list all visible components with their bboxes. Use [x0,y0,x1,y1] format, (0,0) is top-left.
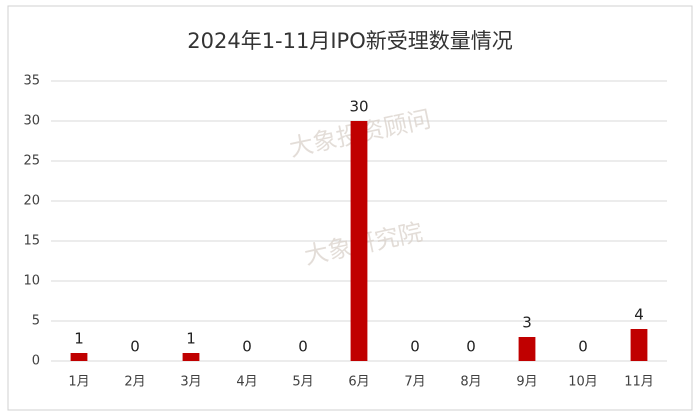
y-tick-label: 25 [23,154,40,169]
bar [182,353,200,361]
data-label: 0 [242,338,252,356]
bar [630,329,648,361]
x-tick-label: 7月 [404,375,425,390]
data-label: 1 [74,330,84,348]
x-tick-label: 10月 [568,375,598,390]
x-tick-label: 9月 [516,375,537,390]
data-label: 0 [410,338,420,356]
data-label: 1 [186,330,196,348]
x-tick-label: 3月 [180,375,201,390]
data-label: 3 [522,314,532,332]
x-tick-label: 5月 [292,375,313,390]
x-tick-label: 1月 [68,375,89,390]
chart-frame [7,5,693,411]
y-tick-label: 10 [23,274,40,289]
data-label: 30 [349,98,368,116]
bar [70,353,88,361]
data-label: 0 [298,338,308,356]
x-tick-label: 11月 [624,375,654,390]
data-label: 0 [130,338,140,356]
x-tick-label: 8月 [460,375,481,390]
data-label: 0 [466,338,476,356]
y-tick-label: 0 [32,354,40,369]
bar [518,337,536,361]
x-tick-label: 6月 [348,375,369,390]
y-tick-label: 20 [23,194,40,209]
data-label: 0 [578,338,588,356]
chart-title: 2024年1-11月IPO新受理数量情况 [187,29,513,53]
y-tick-label: 5 [32,314,40,329]
data-label: 4 [634,306,644,324]
y-tick-label: 15 [23,234,40,249]
y-tick-label: 35 [23,74,40,89]
y-tick-label: 30 [23,114,40,129]
bar [350,121,368,361]
x-tick-label: 4月 [236,375,257,390]
x-tick-label: 2月 [124,375,145,390]
